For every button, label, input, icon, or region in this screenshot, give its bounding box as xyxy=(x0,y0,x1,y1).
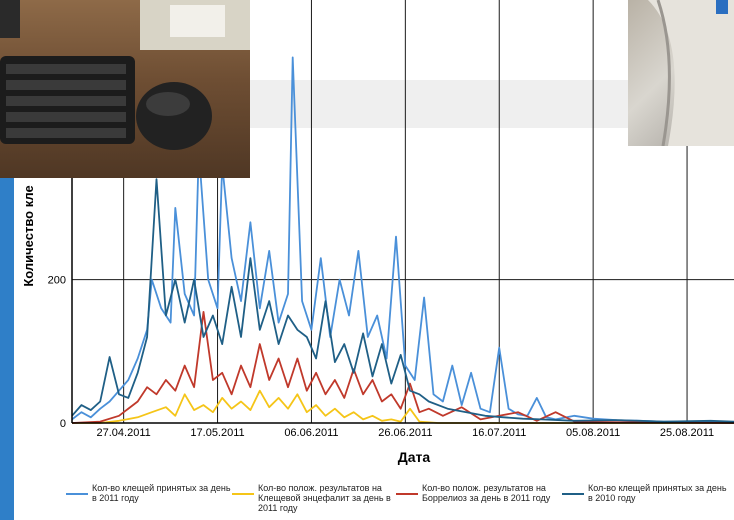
legend-label: Кол-во клещей принятых за день в 2010 год… xyxy=(588,483,727,503)
x-tick-label: 25.08.2011 xyxy=(660,427,714,439)
legend-label: Кол-во полож. результатов на Боррелиоз за… xyxy=(422,483,551,503)
legend-label: Кол-во полож. результатов на Клещевой энц… xyxy=(258,483,391,513)
legend-label: Кол-во клещей принятых за день в 2011 год… xyxy=(92,483,231,503)
legend: Кол-во клещей принятых за день в 2011 год… xyxy=(66,483,727,513)
x-tick-label: 17.05.2011 xyxy=(190,427,244,439)
y-axis-label: Количество кле xyxy=(21,185,36,286)
series-line-1 xyxy=(71,56,734,424)
keyboard-mouse-photo xyxy=(0,0,250,178)
series-line-2 xyxy=(72,389,734,424)
x-tick-label: 16.07.2011 xyxy=(472,427,526,439)
y-tick-label: 200 xyxy=(48,275,66,287)
tick-labels: 27.04.2011 17.05.2011 06.06.2011 26.06.2011… xyxy=(48,275,715,439)
y-tick-label: 0 xyxy=(60,418,66,430)
series-line-4 xyxy=(71,178,734,423)
x-tick-label: 06.06.2011 xyxy=(284,427,338,439)
x-tick-label: 05.08.2011 xyxy=(566,427,620,439)
series-line-3 xyxy=(71,310,734,424)
series-layer xyxy=(71,56,734,424)
x-tick-label: 27.04.2011 xyxy=(97,427,151,439)
x-tick-label: 26.06.2011 xyxy=(378,427,432,439)
person-coat-photo xyxy=(628,0,734,146)
x-axis-label: Дата xyxy=(398,449,431,465)
